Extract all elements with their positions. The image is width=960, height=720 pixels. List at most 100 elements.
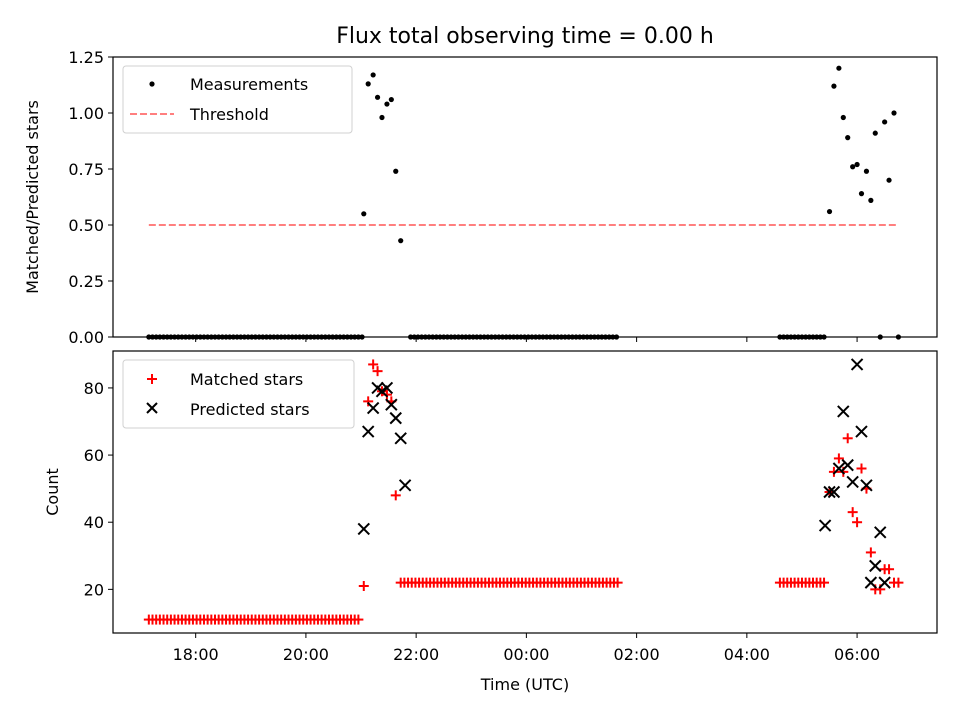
count-data-points (143, 358, 904, 625)
count-x-tick-label: 06:00 (834, 645, 880, 664)
matched-star-point (612, 577, 623, 588)
matched-star-point (372, 366, 383, 377)
measurement-point (882, 119, 888, 125)
predicted-star-point (827, 485, 841, 499)
ratio-y-ticks: 0.00 0.25 0.50 0.75 1.00 1.25 (68, 48, 113, 347)
ratio-panel: 0.00 0.25 0.50 0.75 1.00 1.25 Matched/Predict… (23, 48, 938, 347)
predicted-star-point (361, 425, 375, 438)
ratio-legend: Measurements Threshold (122, 65, 353, 134)
ratio-y-tick-label: 0.25 (68, 272, 104, 291)
ratio-y-tick-label: 1.25 (68, 48, 104, 67)
predicted-star-point (837, 405, 850, 418)
measurement-point (831, 83, 837, 89)
measurement-point (840, 114, 846, 121)
predicted-star-point (818, 519, 832, 532)
ratio-y-tick-label: 0.75 (68, 160, 104, 179)
legend-measurements-marker (149, 81, 155, 87)
matched-star-point (852, 517, 863, 528)
ratio-y-tick-label: 0.00 (68, 328, 104, 347)
chart-title: Flux total observing time = 0.00 h (336, 24, 714, 49)
count-x-axis-label: Time (UTC) (480, 675, 569, 694)
matched-star-point (842, 433, 853, 444)
predicted-star-point (855, 425, 868, 438)
ratio-axes-frame (112, 56, 938, 338)
measurement-point (836, 65, 842, 71)
matched-star-point (363, 396, 374, 407)
matched-star-point (833, 453, 844, 464)
count-legend: Matched stars Predicted stars (122, 359, 355, 429)
predicted-star-point (878, 576, 891, 589)
predicted-star-point (874, 526, 887, 539)
count-axes-frame (112, 350, 938, 634)
count-x-ticks: 18:00 20:00 22:00 00:00 02:00 04:00 06:00 (173, 633, 880, 664)
count-panel: 20 40 60 80 18:00 20:00 22:00 00:00 02:00 04:00 0… (43, 350, 938, 694)
legend-matched-label: Matched stars (190, 370, 303, 389)
matched-star-point (819, 577, 830, 588)
measurement-point (868, 197, 874, 203)
legend-measurements-label: Measurements (190, 75, 308, 94)
matched-star-point (893, 577, 904, 588)
count-x-tick-label: 20:00 (283, 645, 329, 664)
measurement-point (863, 168, 870, 174)
measurement-point (384, 101, 390, 107)
predicted-star-point (841, 458, 854, 472)
measurement-point (858, 191, 865, 197)
predicted-star-point (357, 522, 370, 536)
matched-star-point (865, 547, 876, 558)
measurement-point (393, 168, 399, 174)
predicted-star-point (846, 475, 859, 489)
predicted-star-point (389, 411, 402, 425)
ratio-y-axis-label: Matched/Predicted stars (23, 100, 42, 294)
matched-star-point (884, 564, 895, 575)
ratio-data-points (146, 65, 902, 340)
count-y-tick-label: 20 (84, 580, 104, 599)
count-x-tick-label: 18:00 (173, 645, 219, 664)
legend-matched-marker (147, 374, 157, 384)
count-x-tick-label: 02:00 (614, 645, 660, 664)
matched-star-point (381, 389, 392, 400)
measurement-point (872, 130, 878, 136)
legend-predicted-label: Predicted stars (190, 400, 310, 419)
count-legend-box (122, 359, 355, 429)
matched-star-point (368, 359, 379, 370)
measurement-point (826, 208, 833, 215)
predicted-star-point (860, 479, 873, 492)
legend-threshold-label: Threshold (189, 105, 269, 124)
matched-star-point (847, 507, 858, 518)
count-x-tick-label: 22:00 (393, 645, 439, 664)
count-y-axis-label: Count (43, 468, 62, 516)
predicted-star-point (394, 432, 407, 445)
matched-star-point (358, 581, 369, 591)
predicted-star-point (398, 479, 412, 492)
predicted-star-point (832, 462, 846, 475)
predicted-star-point (380, 381, 394, 395)
predicted-star-point (864, 576, 878, 589)
measurement-point (379, 114, 385, 121)
predicted-star-point (850, 358, 864, 371)
ratio-y-tick-label: 0.50 (68, 216, 104, 235)
measurement-point (845, 135, 851, 141)
matched-star-point (353, 614, 364, 625)
measurement-point (886, 177, 892, 183)
count-y-tick-label: 80 (84, 379, 104, 398)
count-y-ticks: 20 40 60 80 (84, 379, 113, 599)
measurement-point (374, 94, 381, 100)
measurement-point (398, 238, 404, 244)
measurement-point (388, 96, 394, 103)
measurement-point (361, 211, 367, 217)
measurement-point (891, 110, 897, 116)
predicted-star-point (823, 485, 836, 499)
matched-star-point (828, 466, 839, 477)
matched-star-point (856, 463, 867, 474)
measurement-point (365, 81, 371, 87)
measurement-point (854, 161, 860, 168)
predicted-star-point (385, 398, 398, 411)
ratio-legend-box (122, 65, 353, 134)
count-y-tick-label: 40 (84, 513, 104, 532)
predicted-star-point (366, 401, 380, 415)
legend-predicted-marker (146, 402, 158, 414)
measurement-point (850, 164, 856, 170)
count-y-tick-label: 60 (84, 446, 104, 465)
matched-star-point (390, 490, 401, 501)
